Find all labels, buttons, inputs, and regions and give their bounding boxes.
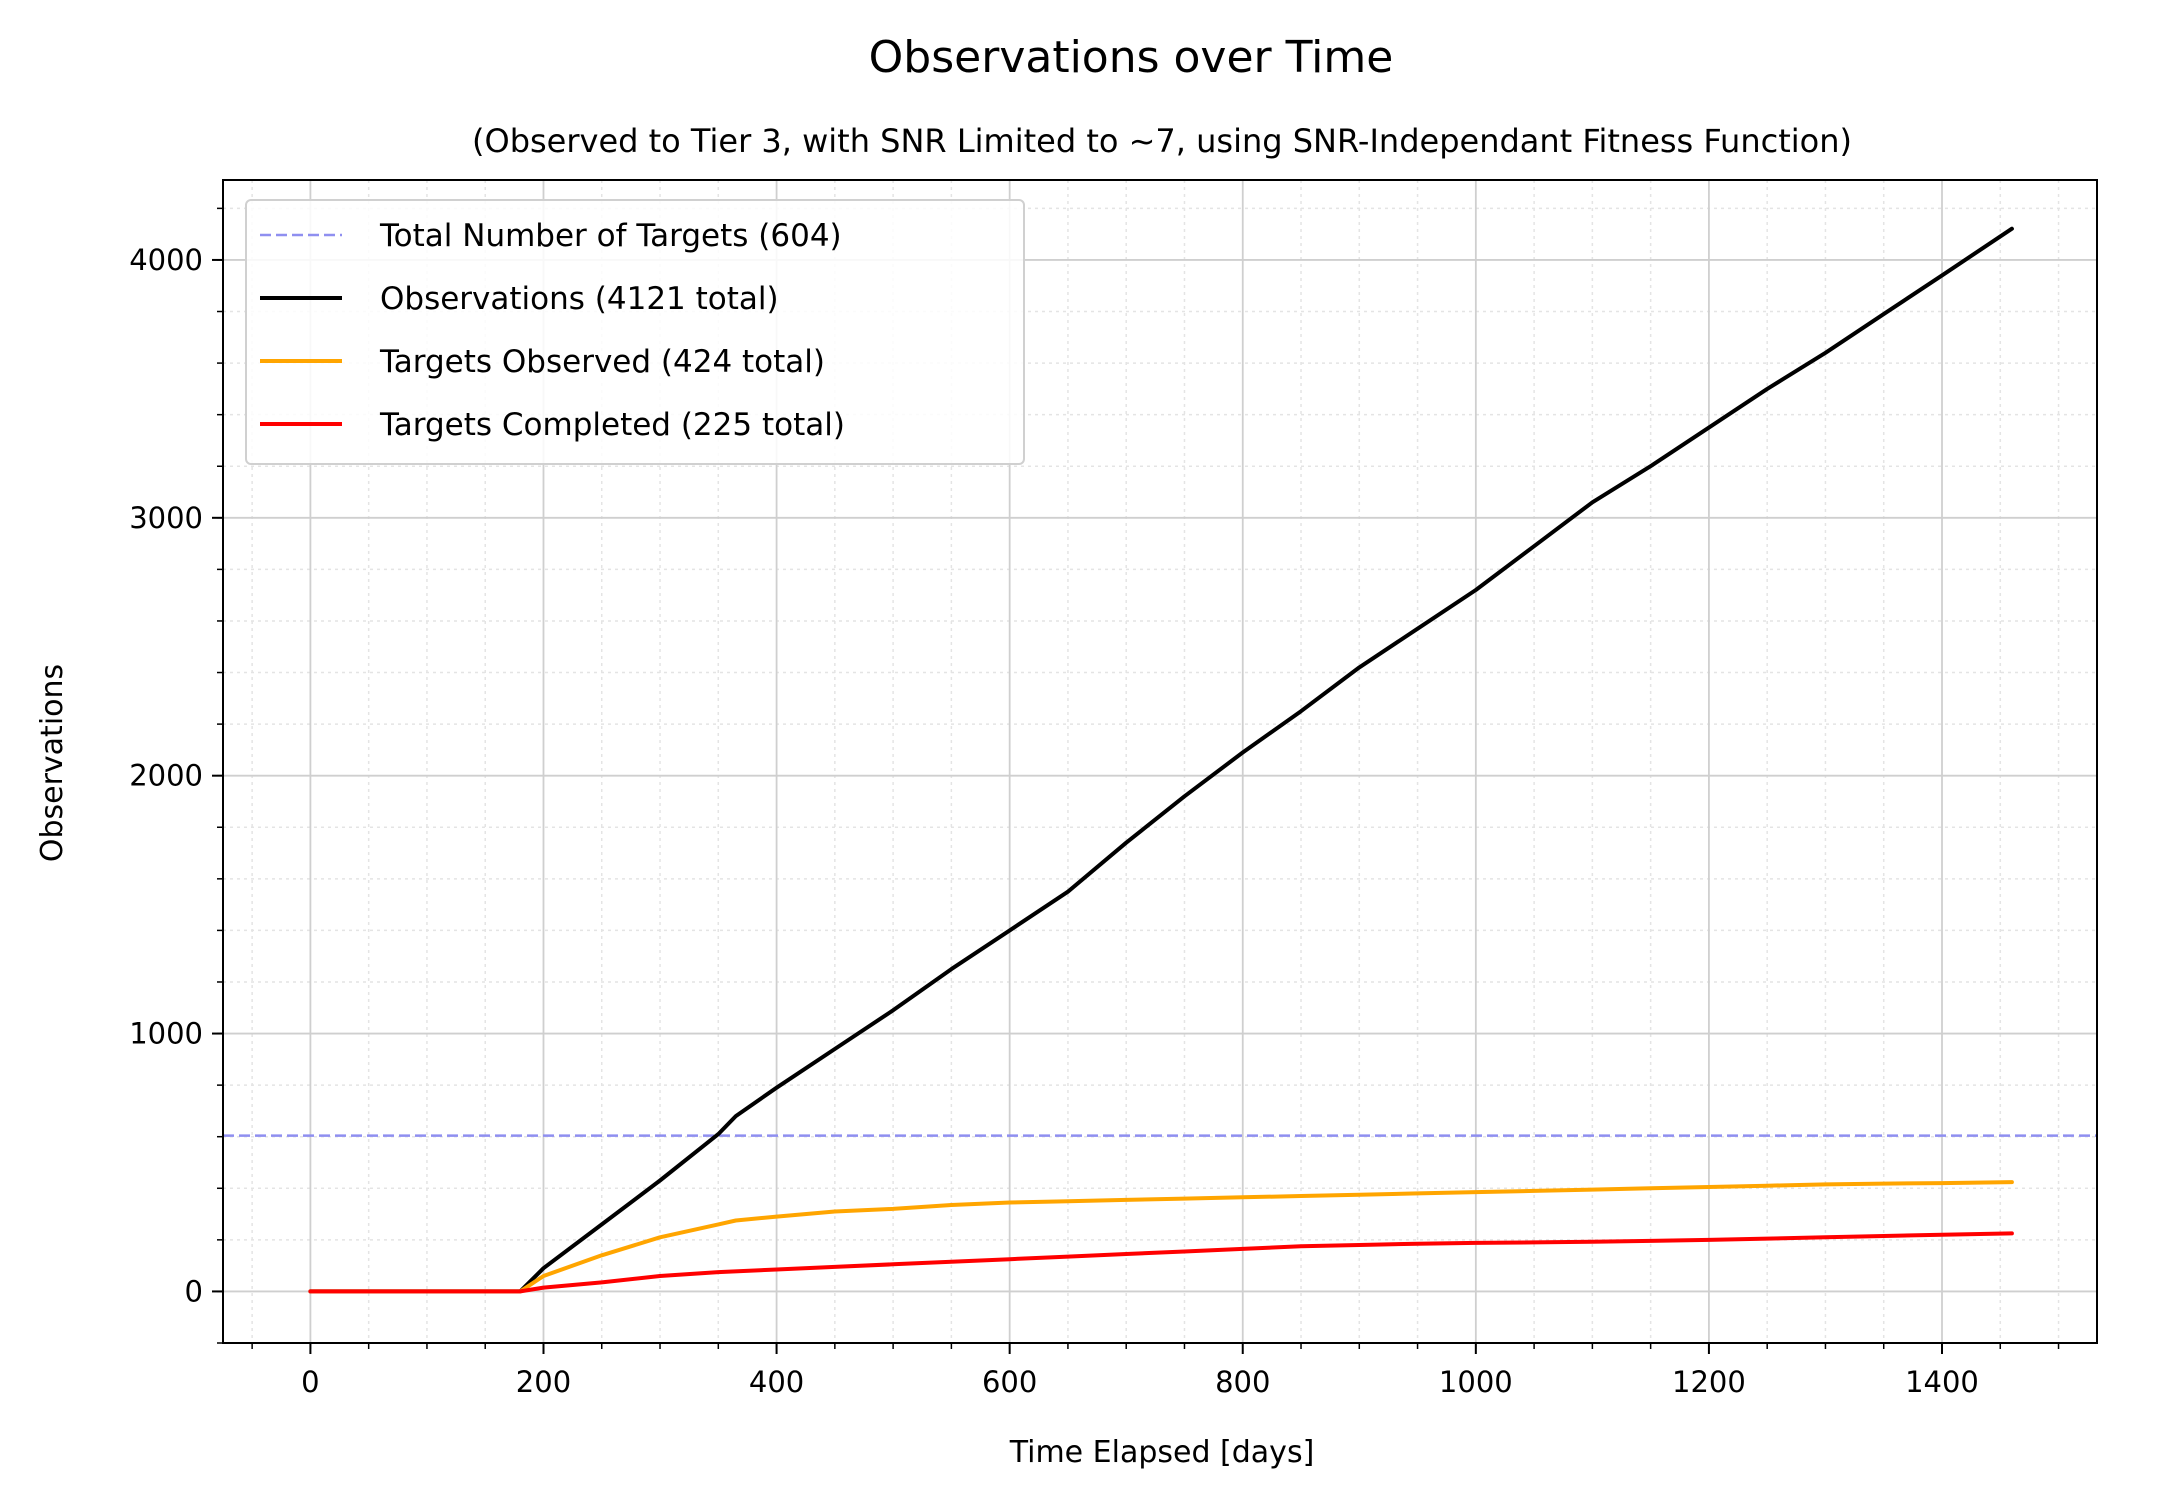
legend-label-targets-completed: Targets Completed (225 total) [379,407,845,443]
x-axis-label: Time Elapsed [days] [1009,1435,1315,1470]
x-tick-label: 0 [301,1365,319,1399]
x-tick-label: 1400 [1905,1365,1979,1399]
legend: Total Number of Targets (604) Observation… [245,199,1025,465]
legend-label-targets-observed: Targets Observed (424 total) [379,344,825,380]
chart-title: Observations over Time [869,32,1394,83]
legend-label-total-targets: Total Number of Targets (604) [379,218,842,254]
plot-frame [222,179,2098,1344]
y-tick-label: 3000 [129,501,203,535]
y-tick-label: 4000 [129,243,203,277]
x-tick-label: 400 [749,1365,804,1399]
x-tick-label: 200 [516,1365,571,1399]
y-axis-label: Observations [35,664,70,862]
y-tick-label: 1000 [129,1017,203,1051]
legend-label-observations: Observations (4121 total) [380,281,779,317]
x-tick-label: 1200 [1672,1365,1746,1399]
series-layer [308,226,2014,1294]
observations-line [308,226,2014,1294]
x-tick-label: 600 [982,1365,1037,1399]
y-tick-label: 2000 [129,759,203,793]
legend-box [245,199,1025,465]
x-tick-label: 1000 [1439,1365,1513,1399]
x-tick-label: 800 [1215,1365,1270,1399]
targets-completed-line [308,1231,2014,1294]
chart-subtitle: (Observed to Tier 3, with SNR Limited to… [472,122,1852,160]
targets-observed-line [308,1180,2014,1294]
ticks: 0 200 400 600 800 1000 1200 1400 0 1000 2000 3000 40… [129,207,2060,1399]
y-tick-label: 0 [185,1274,203,1308]
